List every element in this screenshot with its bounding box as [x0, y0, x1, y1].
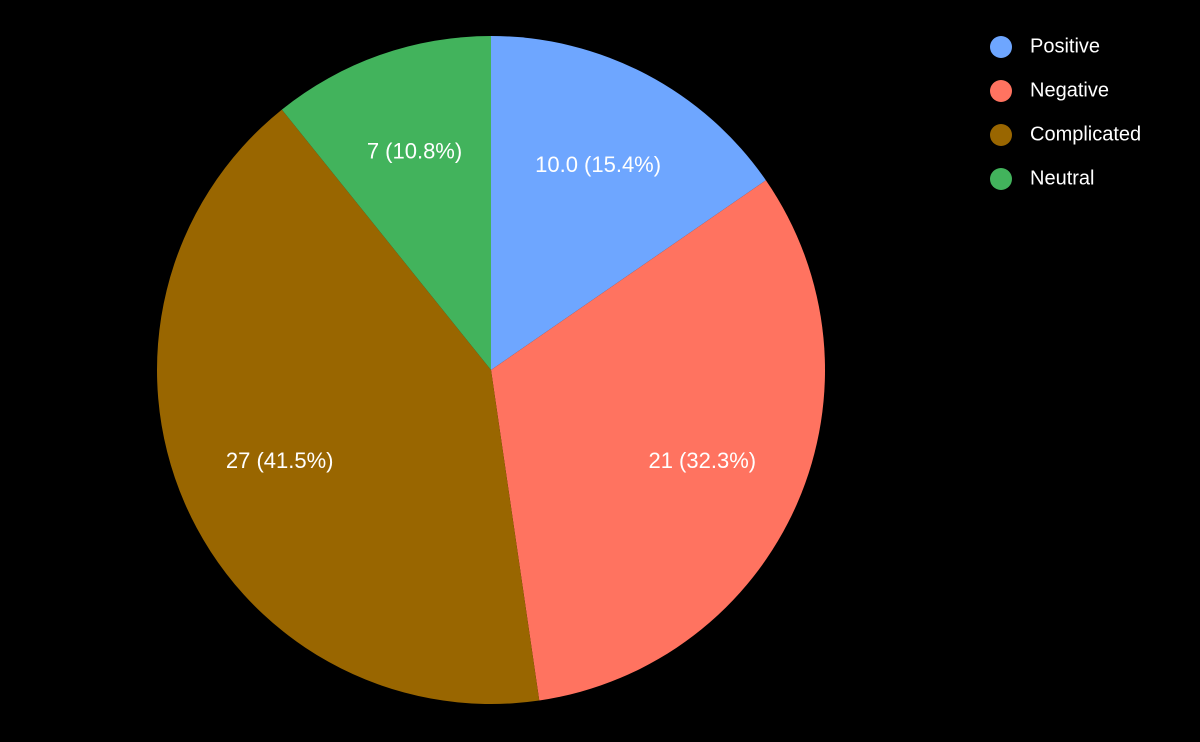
legend-label: Complicated	[1030, 123, 1141, 145]
legend-marker	[990, 168, 1012, 190]
legend-marker	[990, 36, 1012, 58]
pie-slice	[281, 35, 491, 370]
pie-slice	[491, 36, 766, 370]
legend-label: Neutral	[1030, 167, 1094, 189]
slice-label: 7 (10.8%)	[367, 138, 462, 163]
pie-slice	[157, 109, 540, 705]
legend-marker	[990, 80, 1012, 102]
legend-label: Negative	[1030, 79, 1109, 101]
slice-label: 10.0 (15.4%)	[535, 152, 661, 177]
slice-label: 27 (41.5%)	[226, 448, 334, 473]
legend-marker	[990, 124, 1012, 146]
pie-slice	[491, 180, 825, 701]
legend-label: Positive	[1030, 35, 1100, 57]
slice-label: 21 (32.3%)	[648, 448, 756, 473]
